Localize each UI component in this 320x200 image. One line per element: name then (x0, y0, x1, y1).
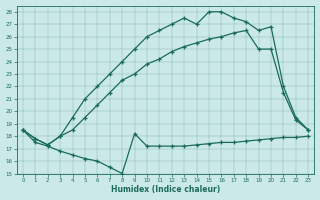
X-axis label: Humidex (Indice chaleur): Humidex (Indice chaleur) (111, 185, 220, 194)
